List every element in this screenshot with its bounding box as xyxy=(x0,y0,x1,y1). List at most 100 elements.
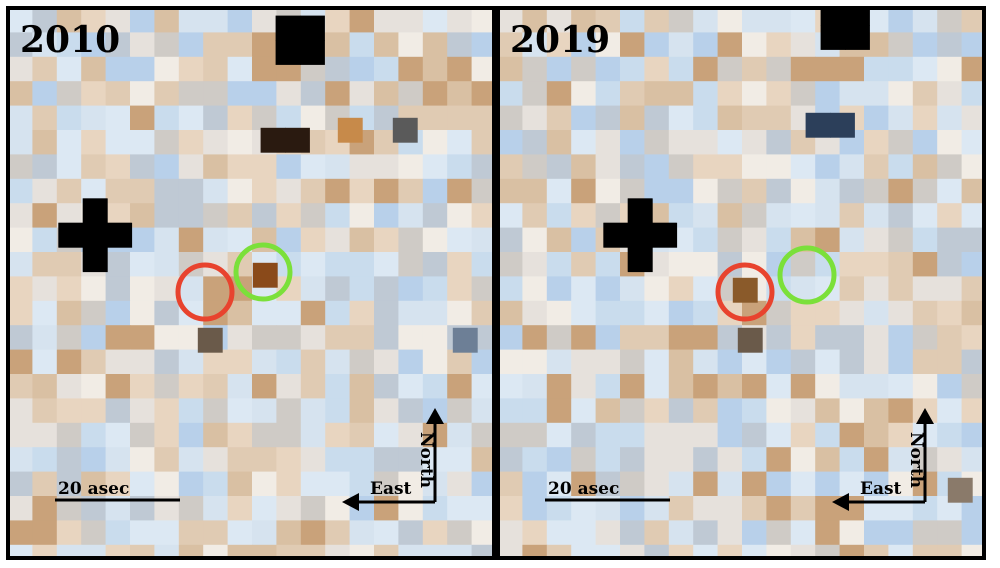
pixel xyxy=(130,105,155,131)
pixel xyxy=(864,422,889,448)
pixel xyxy=(742,349,767,375)
pixel xyxy=(300,227,326,253)
pixel xyxy=(937,300,963,326)
pixel xyxy=(742,105,767,131)
pixel xyxy=(178,81,204,107)
pixel xyxy=(471,178,494,204)
pixel xyxy=(105,544,131,558)
pixel xyxy=(276,422,302,448)
pixel xyxy=(203,276,229,302)
pixel xyxy=(571,252,597,277)
pixel xyxy=(447,252,473,277)
pixel xyxy=(56,520,82,546)
pixel xyxy=(815,81,841,107)
pixel xyxy=(374,496,399,521)
pixel xyxy=(937,105,963,131)
pixel xyxy=(300,398,326,424)
pixel xyxy=(937,178,963,204)
pixel xyxy=(839,471,865,497)
pixel xyxy=(522,178,548,204)
scale-label: 20 asec xyxy=(58,479,129,499)
pixel xyxy=(81,422,107,448)
pixel xyxy=(178,8,204,33)
pixel xyxy=(961,203,984,229)
pixel xyxy=(498,496,523,521)
pixel xyxy=(595,447,621,473)
pixel xyxy=(276,496,302,521)
pixel xyxy=(888,252,914,277)
pixel xyxy=(571,349,597,375)
pixel xyxy=(227,300,253,326)
pixel xyxy=(105,32,131,58)
pixel xyxy=(178,349,204,375)
pixel xyxy=(888,227,914,253)
pixel xyxy=(937,349,963,375)
pixel xyxy=(571,422,597,448)
pixel xyxy=(864,544,889,558)
pixel xyxy=(864,154,889,180)
pixel xyxy=(693,300,719,326)
pixel xyxy=(742,422,767,448)
pixel xyxy=(668,325,694,351)
pixel xyxy=(325,398,351,424)
pixel xyxy=(8,252,33,277)
pixel xyxy=(839,56,865,82)
pixel xyxy=(961,544,984,558)
pixel xyxy=(888,447,914,473)
pixel xyxy=(203,178,229,204)
pixel xyxy=(571,325,597,351)
pixel xyxy=(888,520,914,546)
pixel xyxy=(32,178,58,204)
pixel xyxy=(203,496,229,521)
pixel xyxy=(912,105,938,131)
pixel xyxy=(178,398,204,424)
pixel xyxy=(766,544,792,558)
pixel xyxy=(644,276,670,302)
pixel xyxy=(815,520,841,546)
pixel xyxy=(742,496,767,521)
pixel xyxy=(961,105,984,131)
pixel xyxy=(325,227,351,253)
pixel xyxy=(595,325,621,351)
pixel xyxy=(790,81,816,107)
pixel xyxy=(571,105,597,131)
pixel xyxy=(912,349,938,375)
pixel xyxy=(693,81,719,107)
pixel xyxy=(595,252,621,277)
pixel xyxy=(961,447,984,473)
pixel xyxy=(888,374,914,399)
pixel xyxy=(522,398,548,424)
pixel xyxy=(571,544,597,558)
pixel xyxy=(398,398,424,424)
pixel xyxy=(252,32,277,58)
pixel xyxy=(447,471,473,497)
pixel xyxy=(32,398,58,424)
pixel xyxy=(790,544,816,558)
pixel xyxy=(937,154,963,180)
pixel xyxy=(81,81,107,107)
pixel xyxy=(105,520,131,546)
pixel xyxy=(498,252,523,277)
pixel xyxy=(693,349,719,375)
pixel xyxy=(374,81,399,107)
pixel xyxy=(498,105,523,131)
pixel xyxy=(349,203,375,229)
pixel xyxy=(178,227,204,253)
pixel xyxy=(447,349,473,375)
pixel xyxy=(766,203,792,229)
pixel xyxy=(130,520,155,546)
pixel xyxy=(498,471,523,497)
pixel xyxy=(8,496,33,521)
pixel xyxy=(717,227,743,253)
pixel xyxy=(644,544,670,558)
pixel xyxy=(471,276,494,302)
pixel xyxy=(374,447,399,473)
pixel xyxy=(325,374,351,399)
pixel xyxy=(766,496,792,521)
pixel xyxy=(790,56,816,82)
pixel xyxy=(717,496,743,521)
pixel xyxy=(8,544,33,558)
pixel xyxy=(154,422,180,448)
east-label: East xyxy=(370,479,412,499)
pixel xyxy=(668,520,694,546)
